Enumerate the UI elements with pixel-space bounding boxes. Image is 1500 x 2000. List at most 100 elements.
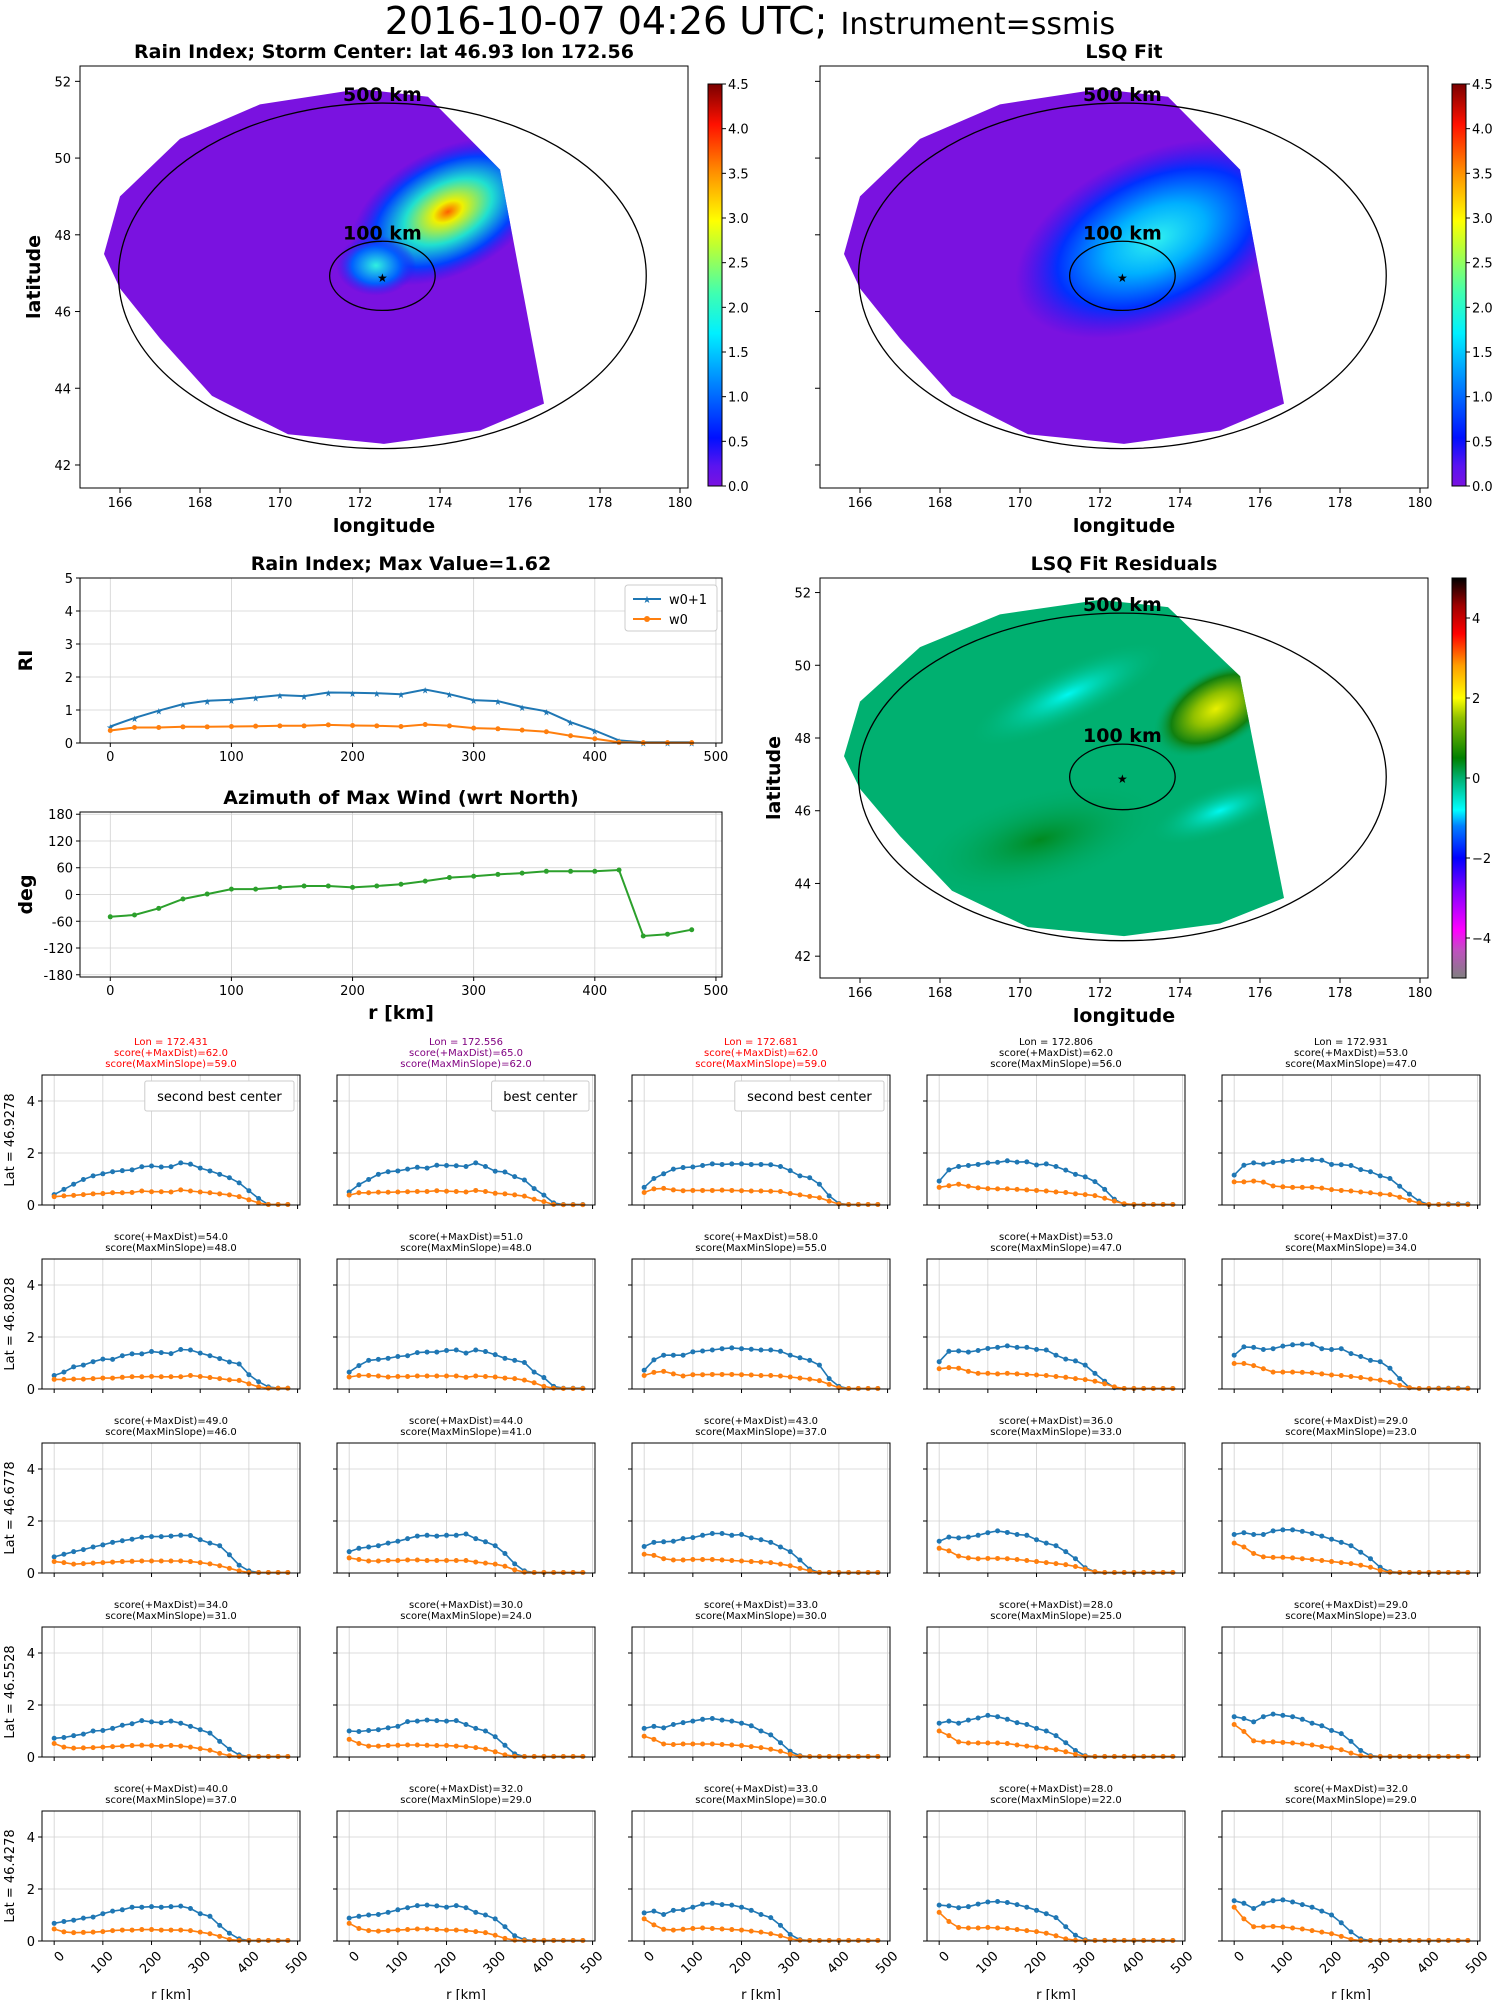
data-point-w0+1 — [1299, 1528, 1305, 1534]
data-point-w0 — [398, 724, 404, 729]
data-point-w0+1 — [197, 1911, 203, 1917]
data-point-w0 — [473, 1745, 479, 1751]
x-tick-label: 100 — [219, 750, 244, 765]
data-point-w0 — [51, 1740, 57, 1746]
data-point-w0 — [129, 1743, 135, 1749]
data-point-azimuth — [228, 886, 234, 892]
data-point-w0+1 — [502, 1355, 508, 1361]
y-tick-label: 0 — [27, 1751, 35, 1766]
data-point-w0+1 — [1260, 1900, 1266, 1906]
data-point-w0+1 — [768, 1732, 774, 1738]
data-point-w0+1 — [826, 1193, 832, 1199]
data-point-w0+1 — [946, 1903, 952, 1909]
data-point-w0 — [1004, 1556, 1010, 1562]
data-point-w0+1 — [985, 1345, 991, 1351]
data-point-w0 — [521, 1937, 527, 1943]
score-maxminslope: score(MaxMinSlope)=59.0 — [105, 1059, 236, 1070]
column-lon-label: Lon = 172.806 — [1019, 1037, 1093, 1048]
data-point-w0 — [580, 1385, 586, 1391]
data-point-w0+1 — [226, 1552, 232, 1558]
data-point-w0+1 — [521, 1177, 527, 1183]
data-point-w0+1 — [197, 1350, 203, 1356]
data-point-w0+1 — [1280, 1343, 1286, 1349]
data-point-w0 — [414, 1926, 420, 1932]
y-axis-label: RI — [15, 650, 37, 672]
data-point-w0 — [560, 1937, 566, 1943]
data-point-w0 — [463, 1928, 469, 1934]
x-tick-label: 300 — [461, 750, 486, 765]
x-axis-label: r [km] — [368, 1002, 434, 1024]
data-point-w0+1 — [492, 1352, 498, 1358]
data-point-w0+1 — [1034, 1162, 1040, 1168]
data-point-w0 — [51, 1559, 57, 1565]
data-point-w0 — [580, 1937, 586, 1943]
data-point-w0 — [1455, 1753, 1461, 1759]
data-point-w0+1 — [975, 1348, 981, 1354]
axes-frame — [41, 1442, 301, 1574]
axes-frame — [631, 1442, 891, 1574]
x-tick-label: 400 — [582, 984, 607, 999]
data-point-w0+1 — [777, 1922, 783, 1928]
data-point-w0 — [1406, 1197, 1412, 1203]
data-point-w0+1 — [1319, 1157, 1325, 1163]
data-point-w0 — [1445, 1201, 1451, 1207]
data-point-w0+1: ★ — [518, 704, 526, 714]
data-point-w0 — [739, 1927, 745, 1933]
axes-frame — [631, 1074, 891, 1206]
data-point-w0 — [758, 1559, 764, 1565]
axes-frame — [336, 1626, 596, 1758]
data-point-w0+1 — [709, 1530, 715, 1536]
data-point-w0 — [1072, 1191, 1078, 1197]
data-point-w0 — [473, 1187, 479, 1193]
data-point-w0+1 — [690, 1164, 696, 1170]
data-point-w0 — [1063, 1190, 1069, 1196]
data-point-w0+1 — [158, 1350, 164, 1356]
data-point-w0 — [482, 1560, 488, 1566]
candidate-panel-r4-c2: 0 100 200 300 400 500 score(MaxMinSlope)=30.0s… — [628, 1784, 901, 2000]
x-tick-label: 300 — [186, 1949, 214, 1977]
x-tick-label: 500 — [1168, 1949, 1196, 1977]
data-point-w0+1 — [1241, 1344, 1247, 1350]
panel-legend-box — [491, 1080, 590, 1112]
x-tick-label: 166 — [848, 496, 873, 511]
data-point-w0 — [139, 1374, 145, 1380]
data-point-w0+1 — [385, 1725, 391, 1731]
data-point-w0 — [690, 1372, 696, 1378]
data-point-w0+1 — [965, 1534, 971, 1540]
data-point-w0 — [80, 1376, 86, 1382]
data-point-w0 — [217, 1376, 223, 1382]
data-point-w0+1 — [197, 1727, 203, 1733]
axes-frame — [926, 1258, 1186, 1390]
candidate-panel-r2-c4: score(MaxMinSlope)=23.0score(+MaxDist)=2… — [1218, 1416, 1481, 1577]
data-point-w0+1 — [700, 1716, 706, 1722]
data-point-w0 — [100, 1744, 106, 1750]
data-point-w0+1 — [512, 1561, 518, 1567]
data-point-w0 — [690, 1556, 696, 1562]
data-point-w0 — [541, 1199, 547, 1205]
data-point-w0 — [132, 724, 138, 730]
score-maxminslope: score(MaxMinSlope)=48.0 — [400, 1243, 531, 1254]
score-maxminslope: score(MaxMinSlope)=47.0 — [990, 1243, 1121, 1254]
data-point-w0 — [651, 1552, 657, 1558]
data-point-w0+1 — [473, 1725, 479, 1731]
data-point-w0 — [502, 1563, 508, 1569]
data-point-w0+1 — [1270, 1528, 1276, 1534]
data-point-w0 — [1063, 1374, 1069, 1380]
data-point-w0+1 — [158, 1720, 164, 1726]
data-point-w0+1 — [1034, 1725, 1040, 1731]
data-point-w0+1 — [226, 1930, 232, 1936]
score-maxdist: score(+MaxDist)=65.0 — [409, 1048, 523, 1059]
data-point-w0+1 — [1348, 1738, 1354, 1744]
data-point-w0 — [424, 1558, 430, 1564]
data-point-w0 — [158, 1743, 164, 1749]
data-point-w0+1 — [1309, 1720, 1315, 1726]
axes-frame — [926, 1442, 1186, 1574]
y-tick-label: 180 — [48, 808, 73, 823]
legend-marker: ★ — [643, 595, 652, 606]
data-point-w0 — [1280, 1924, 1286, 1930]
data-point-w0 — [1426, 1201, 1432, 1207]
data-point-azimuth — [398, 881, 404, 887]
data-point-w0+1 — [71, 1549, 77, 1555]
data-point-w0 — [1043, 1745, 1049, 1751]
rain-core — [336, 235, 416, 296]
